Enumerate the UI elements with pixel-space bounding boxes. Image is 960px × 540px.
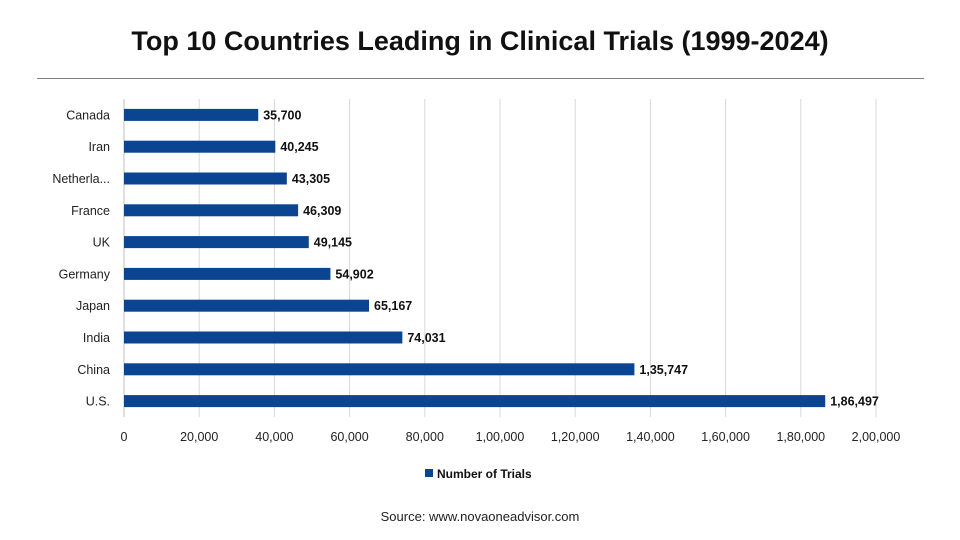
data-label: 54,902	[335, 267, 373, 281]
bar[interactable]	[124, 108, 259, 121]
data-label: 35,700	[263, 108, 301, 122]
x-tick-label: 60,000	[330, 430, 368, 444]
category-label: India	[83, 331, 110, 345]
x-tick-label: 0	[121, 430, 128, 444]
bar[interactable]	[124, 363, 635, 376]
x-tick-label: 1,80,000	[776, 430, 825, 444]
x-tick-label: 1,20,000	[551, 430, 600, 444]
category-label: Japan	[76, 299, 110, 313]
legend-swatch	[425, 469, 433, 477]
bars	[124, 108, 826, 408]
category-label: France	[71, 204, 110, 218]
x-axis-tick-labels: 0 20,000 40,000 60,000 80,000 1,00,000 1,20,00…	[121, 430, 901, 444]
x-tick-label: 1,40,000	[626, 430, 675, 444]
bar[interactable]	[124, 140, 276, 153]
title-divider	[37, 78, 924, 79]
data-label: 74,031	[407, 331, 445, 345]
source-note: Source: www.novaoneadvisor.com	[380, 509, 580, 524]
legend[interactable]: Number of Trials	[425, 467, 532, 481]
value-labels: 35,700 40,245 43,305 46,309 49,145 54,902 65,1…	[263, 108, 879, 408]
data-label: 43,305	[292, 172, 330, 186]
bar[interactable]	[124, 172, 287, 185]
data-label: 1,86,497	[830, 395, 879, 409]
category-label: Netherla...	[52, 172, 110, 186]
data-label: 49,145	[314, 236, 352, 250]
x-tick-label: 20,000	[180, 430, 218, 444]
x-tick-label: 2,00,000	[852, 430, 901, 444]
x-tick-label: 1,60,000	[701, 430, 750, 444]
bar[interactable]	[124, 267, 331, 280]
data-label: 40,245	[280, 140, 318, 154]
chart-title: Top 10 Countries Leading in Clinical Tri…	[131, 26, 829, 56]
x-tick-label: 40,000	[255, 430, 293, 444]
category-label: Canada	[66, 108, 110, 122]
category-label: Germany	[59, 267, 111, 281]
data-label: 46,309	[303, 204, 341, 218]
legend-label: Number of Trials	[437, 467, 532, 481]
x-tick-label: 80,000	[406, 430, 444, 444]
category-label: China	[77, 363, 110, 377]
bar[interactable]	[124, 299, 370, 312]
data-label: 1,35,747	[639, 363, 688, 377]
x-tick-label: 1,00,000	[476, 430, 525, 444]
category-label: UK	[93, 236, 111, 250]
data-label: 65,167	[374, 299, 412, 313]
category-label: Iran	[88, 140, 110, 154]
bar[interactable]	[124, 395, 826, 408]
category-labels: Canada Iran Netherla... France UK Germany Japa…	[52, 108, 110, 408]
bar[interactable]	[124, 236, 309, 249]
bar[interactable]	[124, 204, 299, 217]
category-label: U.S.	[86, 395, 110, 409]
bar[interactable]	[124, 331, 403, 344]
